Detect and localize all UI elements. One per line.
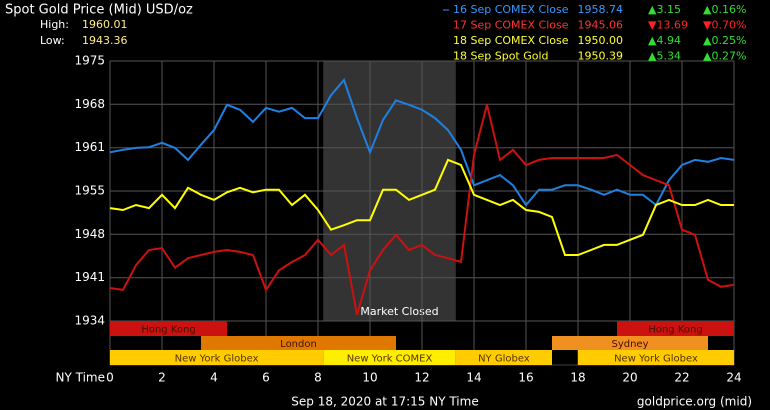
legend-entry: 16 Sep COMEX Close xyxy=(453,3,569,16)
session-bar xyxy=(201,336,396,350)
market-closed-label: Market Closed xyxy=(360,305,438,318)
legend-entry: 18 Sep Spot Gold xyxy=(453,50,549,63)
x-tick-label: 0 xyxy=(106,371,114,385)
session-bar xyxy=(455,350,552,365)
x-tick-label: 2 xyxy=(158,371,166,385)
y-tick-label: 1948 xyxy=(74,227,105,241)
legend-change-pct: ▲0.27% xyxy=(703,50,746,63)
legend-change: ▲4.94 xyxy=(648,34,681,47)
session-label: Sydney xyxy=(611,339,648,350)
y-tick-label: 1961 xyxy=(74,140,105,154)
session-bar xyxy=(617,321,734,336)
legend-change-pct: ▲0.25% xyxy=(703,34,746,47)
high-label: High: xyxy=(40,18,69,31)
footer-source: goldprice.org (mid) xyxy=(637,395,752,409)
x-tick-label: 18 xyxy=(570,371,585,385)
legend-change: ▲3.15 xyxy=(648,3,681,16)
high-value: 1960.01 xyxy=(82,18,128,31)
x-axis-label: NY Time xyxy=(56,371,106,385)
y-tick-label: 1941 xyxy=(74,270,105,284)
legend-entry: 18 Sep COMEX Close xyxy=(453,34,569,47)
y-tick-label: 1955 xyxy=(74,184,105,198)
x-tick-label: 10 xyxy=(362,371,377,385)
session-label: New York Globex xyxy=(175,354,259,365)
price-line xyxy=(109,104,735,315)
x-tick-label: 6 xyxy=(262,371,270,385)
session-label: London xyxy=(280,339,317,350)
price-line xyxy=(109,78,735,207)
x-tick-label: 16 xyxy=(518,371,533,385)
x-tick-label: 12 xyxy=(414,371,429,385)
legend-price: 1950.39 xyxy=(578,50,624,63)
session-label: New York Globex xyxy=(614,354,698,365)
x-tick-label: 24 xyxy=(726,371,741,385)
legend-change-pct: ▼0.70% xyxy=(703,19,746,32)
footer-date: Sep 18, 2020 at 17:15 NY Time xyxy=(291,395,478,409)
y-tick-label: 1934 xyxy=(74,314,105,328)
x-tick-label: 22 xyxy=(674,371,689,385)
session-bar xyxy=(323,350,456,365)
x-tick-label: 8 xyxy=(314,371,322,385)
y-tick-label: 1975 xyxy=(74,54,105,68)
session-bar xyxy=(552,336,708,350)
legend-price: 1950.00 xyxy=(578,34,624,47)
session-bar xyxy=(578,350,734,365)
x-tick-label: 14 xyxy=(466,371,481,385)
x-tick-label: 4 xyxy=(210,371,218,385)
legend-price: 1958.74 xyxy=(578,3,624,16)
legend-change: ▲5.34 xyxy=(648,50,681,63)
session-label: NY Globex xyxy=(478,354,530,365)
price-line xyxy=(109,158,734,256)
session-label: Hong Kong xyxy=(141,325,195,336)
legend-price: 1945.06 xyxy=(578,19,624,32)
chart-title: Spot Gold Price (Mid) USD/oz xyxy=(5,3,193,18)
low-label: Low: xyxy=(40,34,65,47)
session-bar xyxy=(110,321,227,336)
session-bar xyxy=(110,350,324,365)
legend-change-pct: ▲0.16% xyxy=(703,3,746,16)
x-tick-label: 20 xyxy=(622,371,637,385)
legend-entry: 17 Sep COMEX Close xyxy=(453,19,569,32)
low-value: 1943.36 xyxy=(82,34,128,47)
y-tick-label: 1968 xyxy=(74,97,105,111)
session-label: New York COMEX xyxy=(347,354,433,365)
legend-change: ▼13.69 xyxy=(648,19,688,32)
session-label: Hong Kong xyxy=(648,325,702,336)
